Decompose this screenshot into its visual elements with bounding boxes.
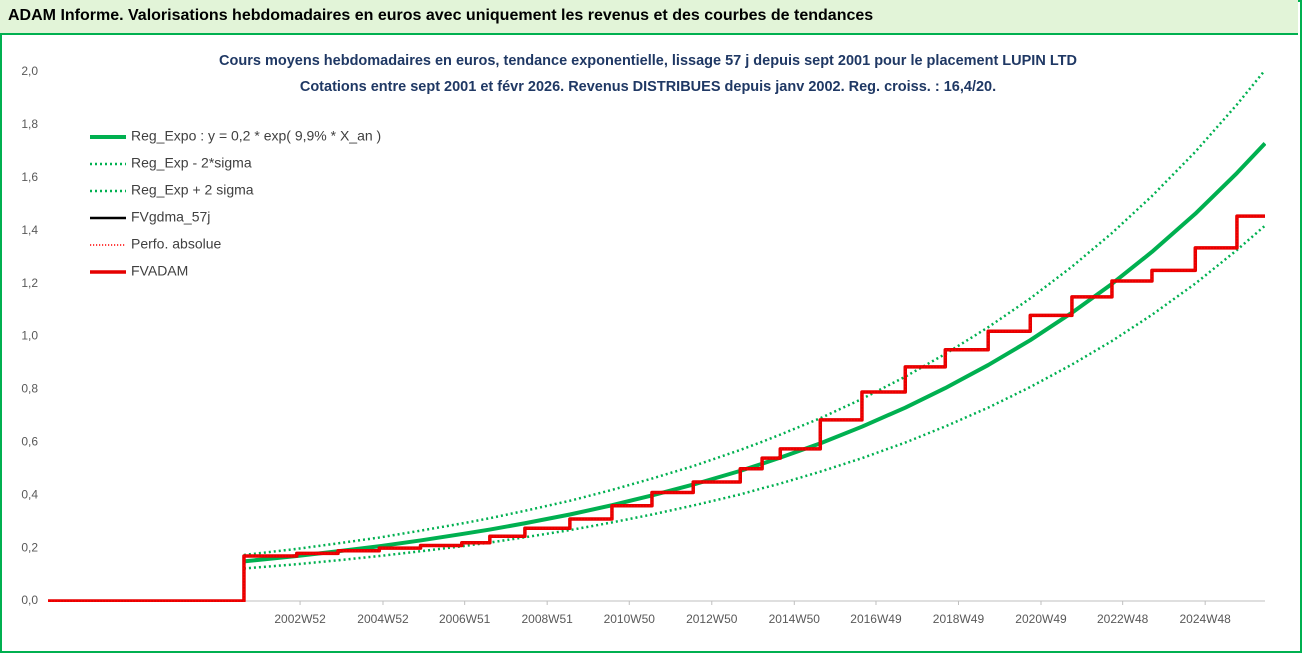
series-line xyxy=(48,215,1265,602)
chart-subtitle: Cotations entre sept 2001 et févr 2026. … xyxy=(300,79,996,95)
y-tick-label: 1,0 xyxy=(21,329,38,343)
plot-area xyxy=(48,72,1266,602)
x-tick-label: 2014W50 xyxy=(769,612,821,626)
x-tick-label: 2006W51 xyxy=(439,612,491,626)
y-tick-label: 0,0 xyxy=(21,593,38,607)
x-tick-label: 2020W49 xyxy=(1015,612,1067,626)
y-tick-label: 1,4 xyxy=(21,223,38,237)
x-tick-label: 2012W50 xyxy=(686,612,738,626)
x-tick-label: 2016W49 xyxy=(850,612,902,626)
legend-label: FVADAM xyxy=(131,263,188,279)
legend-label: Reg_Expo : y = 0,2 * exp( 9,9% * X_an ) xyxy=(131,128,381,144)
x-tick-label: 2008W51 xyxy=(521,612,573,626)
x-tick-label: 2002W52 xyxy=(274,612,326,626)
x-tick-label: 2018W49 xyxy=(933,612,985,626)
y-tick-label: 0,4 xyxy=(21,487,38,501)
y-tick-label: 1,8 xyxy=(21,117,38,131)
x-tick-label: 2022W48 xyxy=(1097,612,1149,626)
chart: Cours moyens hebdomadaires en euros, ten… xyxy=(21,53,1266,626)
banner: ADAM Informe. Valorisations hebdomadaire… xyxy=(0,0,1298,35)
y-tick-label: 2,0 xyxy=(21,64,38,78)
y-tick-label: 0,6 xyxy=(21,434,38,448)
x-tick-label: 2004W52 xyxy=(357,612,409,626)
chart-title: Cours moyens hebdomadaires en euros, ten… xyxy=(219,53,1077,69)
series-line xyxy=(48,214,1265,602)
legend-label: Reg_Exp - 2*sigma xyxy=(131,155,252,171)
x-tick-label: 2010W50 xyxy=(604,612,656,626)
page-title: ADAM Informe. Valorisations hebdomadaire… xyxy=(8,7,874,24)
y-tick-label: 1,6 xyxy=(21,170,38,184)
series-line xyxy=(243,224,1266,570)
series-line xyxy=(243,142,1266,564)
y-tick-label: 0,2 xyxy=(21,540,38,554)
x-tick-label: 2024W48 xyxy=(1179,612,1231,626)
y-tick-label: 0,8 xyxy=(21,382,38,396)
y-tick-label: 1,2 xyxy=(21,276,38,290)
legend-label: FVgdma_57j xyxy=(131,209,210,225)
series-line xyxy=(243,72,1266,557)
legend-label: Perfo. absolue xyxy=(131,236,221,252)
legend-label: Reg_Exp + 2 sigma xyxy=(131,182,254,198)
series-line xyxy=(48,214,1265,602)
